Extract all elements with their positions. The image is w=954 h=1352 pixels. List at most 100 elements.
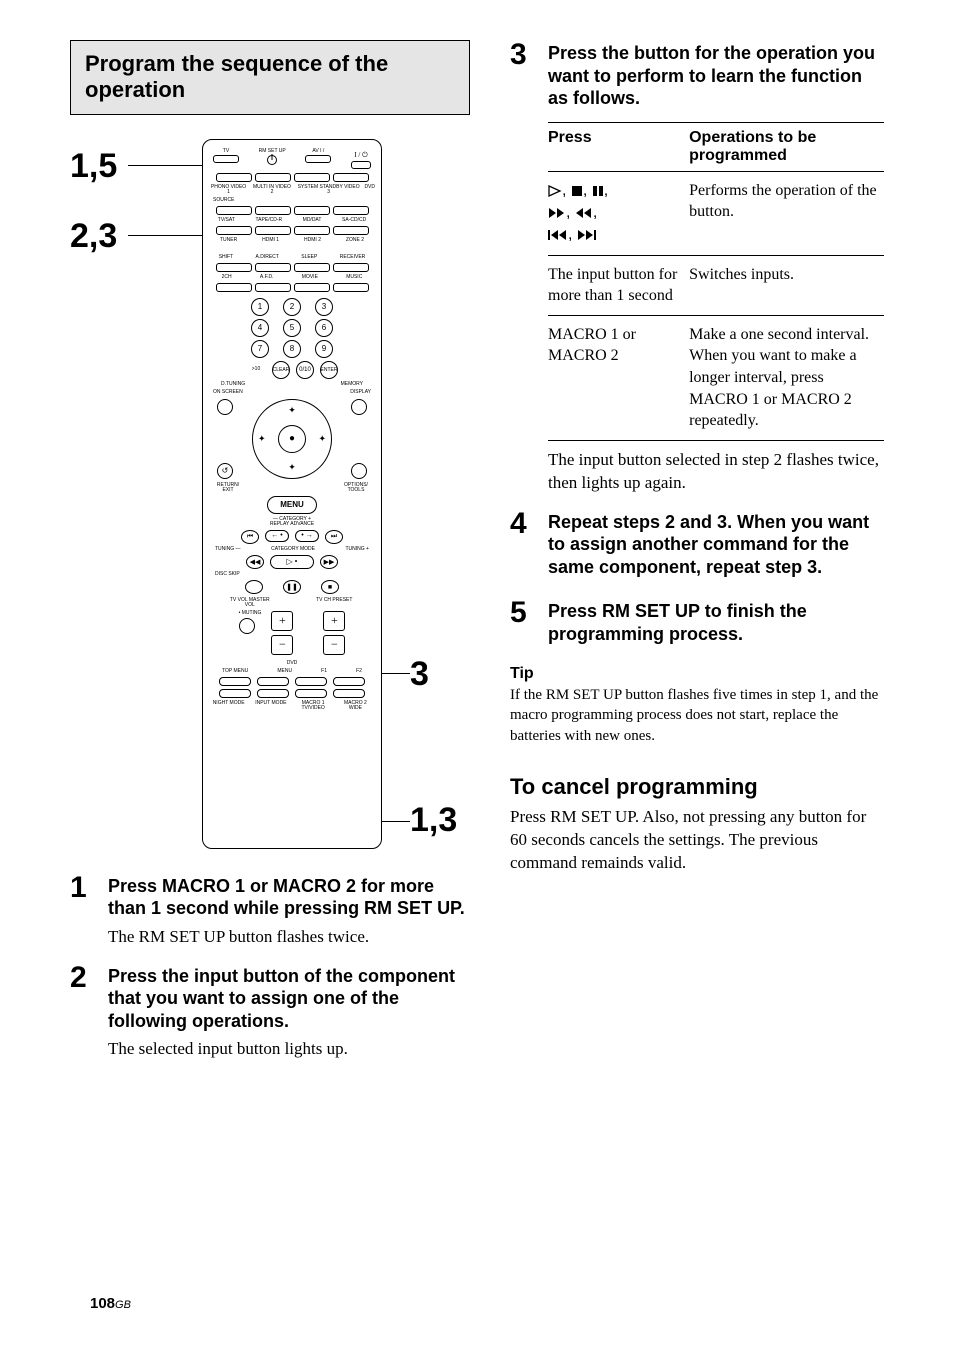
remote-button: [213, 155, 239, 163]
table-row: MACRO 1 or MACRO 2 Make a one second int…: [548, 315, 884, 440]
remote-label: MACRO 2 WIDE: [338, 701, 372, 711]
page-number-suffix: GB: [115, 1299, 131, 1311]
page-columns: Program the sequence of the operation 1,…: [70, 40, 884, 1075]
return-icon: ↺: [217, 463, 233, 479]
step-heading: Press RM SET UP to finish the programmin…: [548, 600, 884, 645]
step-heading: Press the input button of the component …: [108, 965, 470, 1033]
remote-label: TAPE/CD-R: [256, 218, 283, 223]
remote-label: MACRO 1 TV/VIDEO: [296, 701, 330, 711]
callout-line: [128, 235, 202, 236]
step-1: 1 Press MACRO 1 or MACRO 2 for more than…: [70, 873, 470, 949]
remote-label: F1: [321, 669, 327, 674]
remote-key: 1: [251, 298, 269, 316]
play-icon: [548, 185, 562, 197]
remote-outline: TV RM SET UP AV I / I / ⏻: [202, 139, 382, 849]
callout-1-5: 1,5: [70, 149, 117, 183]
remote-label: SA-CD/CD: [342, 218, 366, 223]
tip-heading: Tip: [510, 665, 884, 683]
remote-label: HDMI 2: [304, 238, 321, 243]
step-5: 5 Press RM SET UP to finish the programm…: [510, 598, 884, 651]
remote-label: AV I /: [312, 149, 324, 155]
remote-label: F2: [356, 669, 362, 674]
remote-button: [216, 173, 252, 182]
remote-button: ← •: [265, 530, 289, 542]
remote-label: HDMI 1: [262, 238, 279, 243]
remote-button: [305, 155, 331, 163]
remote-key: 6: [315, 319, 333, 337]
remote-label: NIGHT MODE: [212, 701, 246, 711]
section-title: Program the sequence of the operation: [85, 51, 455, 104]
remote-label: TUNER: [220, 238, 237, 243]
step-heading: Press MACRO 1 or MACRO 2 for more than 1…: [108, 875, 470, 920]
power-icon: [267, 155, 277, 165]
remote-button: [245, 580, 263, 594]
remote-button: [255, 206, 291, 215]
remote-label: MEMORY: [341, 382, 363, 387]
section-title-box: Program the sequence of the operation: [70, 40, 470, 115]
remote-key: 7: [251, 340, 269, 358]
table-cell-press-icons: , , , , , ,: [548, 171, 689, 255]
remote-label: MENU: [277, 669, 292, 674]
ffwd-icon: [548, 207, 566, 219]
table-cell-press: MACRO 1 or MACRO 2: [548, 315, 689, 440]
remote-button: [333, 263, 369, 272]
operations-table: Press Operations to be programmed , , ,: [548, 122, 884, 441]
remote-button: [294, 263, 330, 272]
vol-up: +: [271, 611, 293, 631]
remote-label: SYSTEM STANDBY VIDEO 3: [296, 185, 362, 195]
right-column: 3 Press the button for the operation you…: [510, 40, 884, 1075]
remote-button: [333, 173, 369, 182]
remote-button: [216, 283, 252, 292]
remote-label: RECEIVER: [340, 255, 366, 260]
remote-label: SHIFT: [219, 255, 233, 260]
rewind-icon: ◀◀: [246, 555, 264, 569]
prev-icon: ⏮: [241, 530, 259, 544]
callout-3: 3: [410, 657, 429, 691]
remote-button: [255, 226, 291, 235]
remote-button: [333, 689, 365, 698]
remote-key: 3: [315, 298, 333, 316]
remote-button: [216, 226, 252, 235]
remote-label: DVD: [209, 661, 375, 666]
step-3: 3 Press the button for the operation you…: [510, 40, 884, 495]
play-button: ▷ •: [270, 555, 314, 569]
remote-button: [255, 283, 291, 292]
remote-button: [255, 263, 291, 272]
remote-button: [333, 677, 365, 686]
remote-button: [294, 226, 330, 235]
step-number: 5: [510, 598, 534, 651]
remote-button: [295, 689, 327, 698]
remote-label: DISPLAY: [350, 390, 371, 395]
table-row: The input button for more than 1 second …: [548, 255, 884, 315]
remote-button: [351, 399, 367, 415]
remote-label: • MUTING: [239, 611, 262, 616]
step-text: The RM SET UP button flashes twice.: [108, 926, 470, 949]
tip-text: If the RM SET UP button flashes five tim…: [510, 685, 884, 746]
remote-label: INPUT MODE: [254, 701, 288, 711]
table-cell-op: Make a one second interval. When you wan…: [689, 315, 884, 440]
table-row: , , , , , , Performs the operation of th…: [548, 171, 884, 255]
left-column: Program the sequence of the operation 1,…: [70, 40, 470, 1075]
remote-button: [294, 283, 330, 292]
remote-key: 9: [315, 340, 333, 358]
remote-label: REPLAY ADVANCE: [209, 522, 375, 527]
remote-button: [219, 677, 251, 686]
stop-icon: ■: [321, 580, 339, 594]
remote-button: [219, 689, 251, 698]
remote-label: TV: [223, 149, 229, 155]
page-number-value: 108: [90, 1295, 115, 1312]
cancel-heading: To cancel programming: [510, 774, 884, 800]
remote-button: [255, 173, 291, 182]
remote-button: [351, 161, 371, 169]
remote-key: CLEAR: [272, 361, 290, 379]
remote-label: TV/SAT: [218, 218, 235, 223]
remote-label: MOVIE: [302, 275, 318, 280]
remote-label: MD/DAT: [303, 218, 322, 223]
remote-key: 4: [251, 319, 269, 337]
remote-button: [294, 173, 330, 182]
remote-key: 0/10: [296, 361, 314, 379]
skip-fwd-icon: [577, 229, 597, 241]
skip-back-icon: [548, 229, 568, 241]
remote-button: [216, 206, 252, 215]
step-heading: Press the button for the operation you w…: [548, 42, 884, 110]
